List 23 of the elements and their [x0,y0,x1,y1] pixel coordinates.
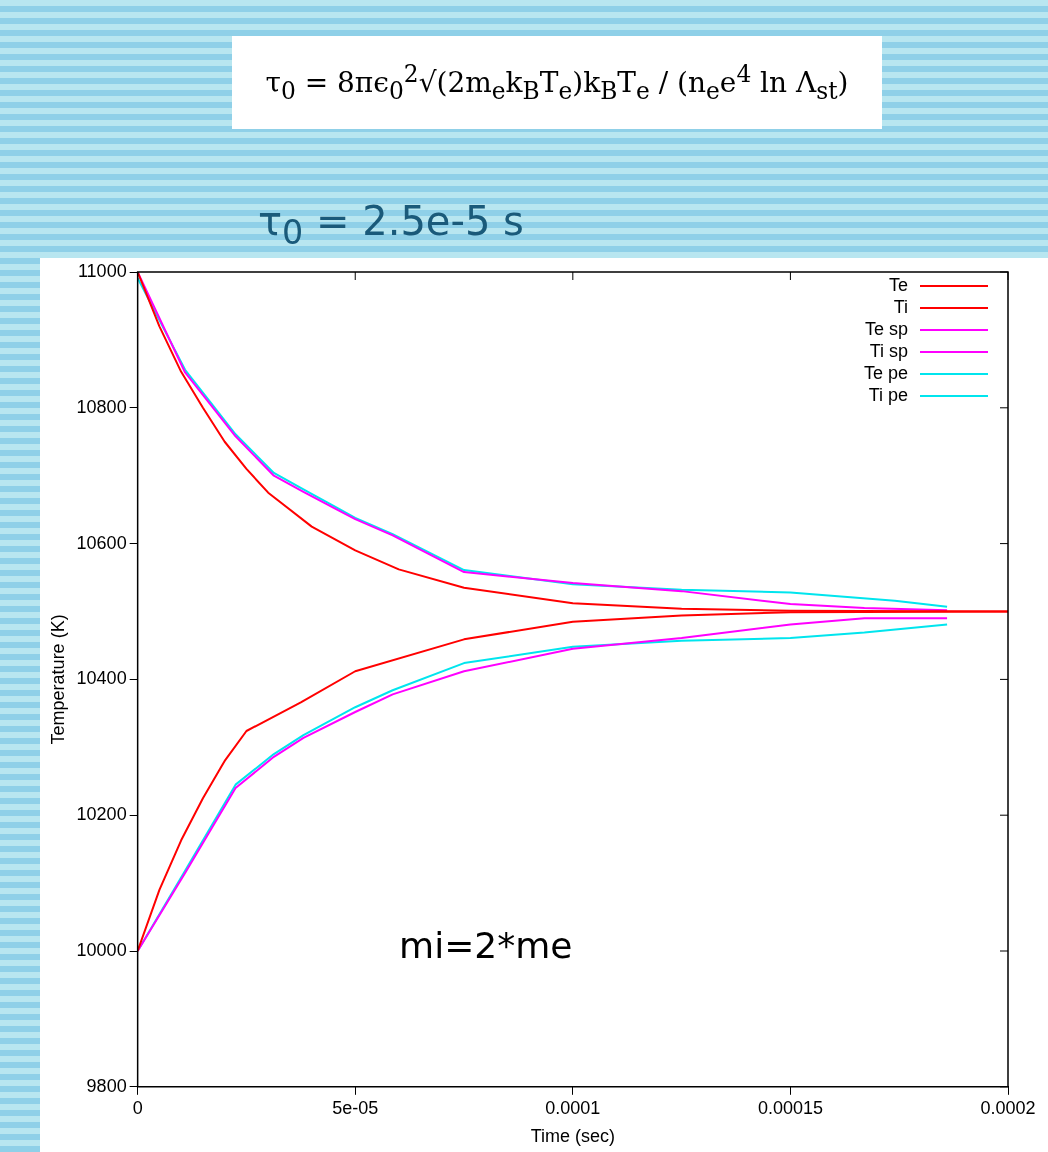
legend-label: Ti [893,296,908,317]
y-tick-label: 10200 [76,804,127,825]
chart-title: τ$_{0}$ = 8πϵ$_{0}$$^{2}$√(2m$_{e}$k$_{B}$T$_{e}$)k$_{B}$T$_{e}$ / (n$_{e}$e$^{4}$ ln Λ$_{st}$) [265,60,849,105]
legend-label: Ti pe [868,384,908,405]
y-axis-title: Temperature (K) [47,614,68,745]
x-tick-label: 0.0002 [980,1097,1036,1118]
y-tick-label: 10800 [76,396,127,417]
y-tick-label: 9800 [86,1075,127,1096]
legend-label: Te sp [864,318,908,339]
legend-label: Ti sp [869,340,908,361]
y-tick-label: 10600 [76,532,127,553]
chart-subtitle: τ$_{0}$ = 2.5e-5 s [258,198,524,252]
x-tick-label: 0 [132,1097,143,1118]
x-tick-label: 5e-05 [332,1097,379,1118]
annotation: mi=2*me [399,924,573,966]
y-tick-label: 10000 [76,939,127,960]
x-axis-title: Time (sec) [530,1126,615,1147]
legend-label: Te pe [863,362,908,383]
legend-label: Te [888,274,908,295]
y-tick-label: 11000 [77,260,127,281]
x-tick-label: 0.0001 [545,1097,601,1118]
x-tick-label: 0.00015 [757,1097,823,1118]
y-tick-label: 10400 [76,668,127,689]
